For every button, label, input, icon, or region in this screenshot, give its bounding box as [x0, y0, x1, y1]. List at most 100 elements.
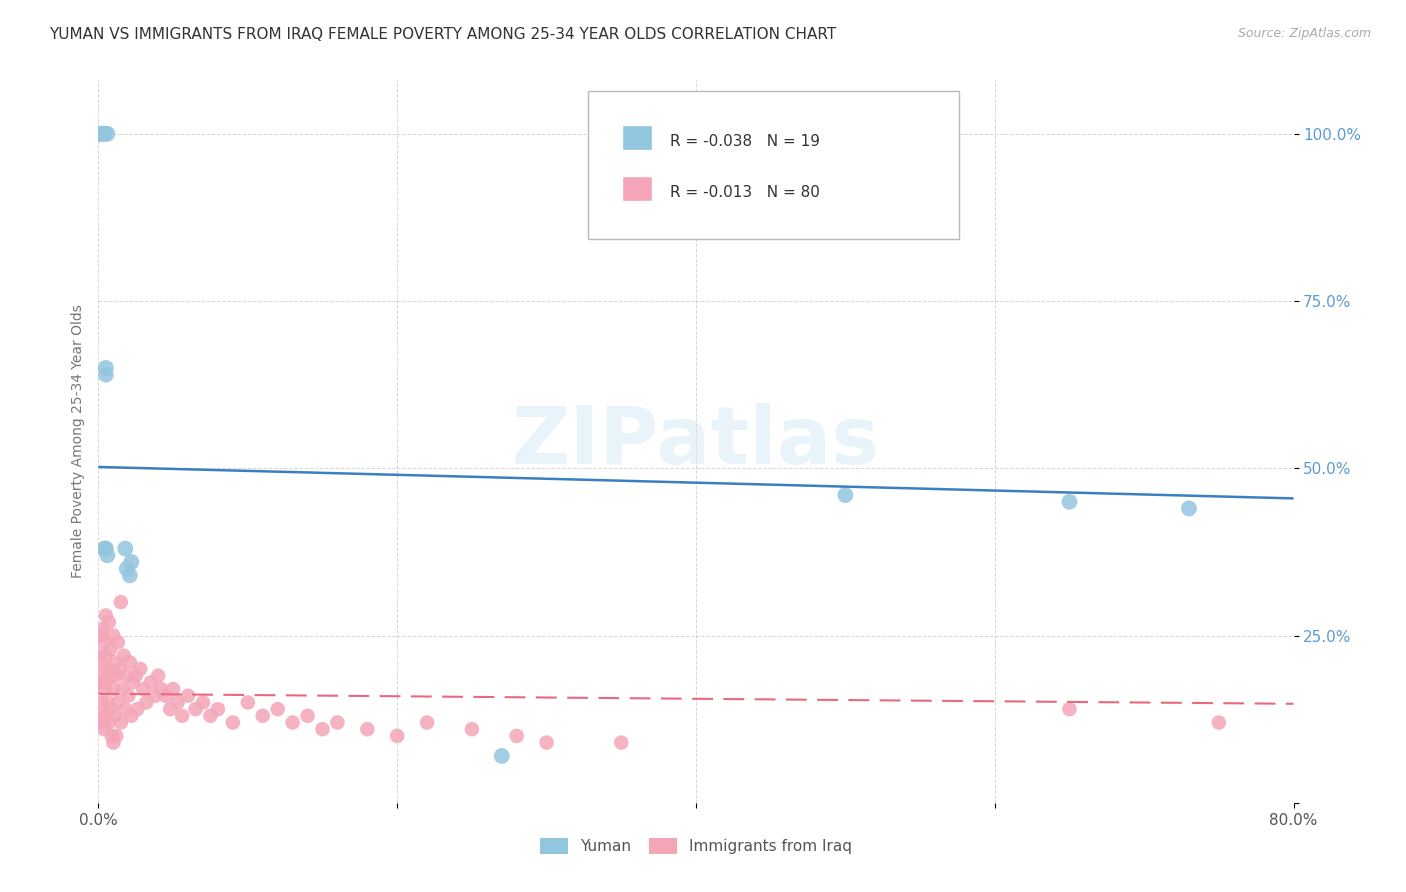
Point [98, 642, 122, 657]
Text: Source: ZipAtlas.com: Source: ZipAtlas.com [1237, 27, 1371, 40]
Point [326, 715, 349, 730]
Point [105, 729, 128, 743]
Text: ZIPatlas: ZIPatlas [512, 402, 880, 481]
Point [281, 715, 304, 730]
Point [115, 669, 138, 683]
Point [191, 696, 214, 710]
Point [118, 655, 141, 669]
Point [94, 361, 117, 376]
Point [98, 702, 122, 716]
Text: R = -0.013   N = 80: R = -0.013 N = 80 [669, 185, 820, 200]
Point [103, 735, 125, 749]
Point [120, 555, 142, 569]
Point [125, 669, 148, 683]
Point [91, 715, 114, 730]
Point [267, 702, 290, 716]
Point [127, 702, 149, 716]
Point [1059, 702, 1081, 716]
Point [89, 127, 111, 141]
Point [94, 368, 117, 382]
Point [491, 749, 513, 764]
Point [172, 708, 194, 723]
Point [89, 708, 111, 723]
Point [1059, 494, 1081, 508]
Point [132, 681, 155, 696]
Point [834, 488, 856, 502]
Point [252, 708, 274, 723]
Point [110, 595, 132, 609]
Point [93, 127, 115, 141]
Point [150, 681, 173, 696]
Point [93, 723, 115, 737]
Point [111, 681, 134, 696]
Point [94, 708, 117, 723]
Point [356, 723, 378, 737]
Point [200, 708, 222, 723]
Point [139, 675, 162, 690]
Point [155, 689, 177, 703]
Point [1208, 715, 1230, 730]
Bar [621, 176, 652, 201]
Point [101, 729, 124, 743]
Point [91, 622, 114, 636]
Point [148, 669, 170, 683]
Point [118, 568, 141, 582]
Point [222, 715, 245, 730]
Bar [621, 125, 652, 151]
Point [104, 655, 127, 669]
Point [93, 635, 115, 649]
Point [94, 675, 117, 690]
Point [177, 689, 200, 703]
Point [94, 608, 117, 623]
Point [610, 735, 633, 749]
Point [416, 715, 439, 730]
Point [162, 681, 184, 696]
Point [104, 708, 127, 723]
Point [159, 702, 181, 716]
Point [385, 729, 409, 743]
Point [94, 541, 117, 556]
Point [135, 696, 157, 710]
Y-axis label: Female Poverty Among 25-34 Year Olds: Female Poverty Among 25-34 Year Olds [70, 304, 84, 579]
Point [311, 723, 333, 737]
Point [91, 675, 114, 690]
Point [117, 689, 139, 703]
Point [90, 628, 112, 642]
Point [1178, 501, 1201, 516]
Text: YUMAN VS IMMIGRANTS FROM IRAQ FEMALE POVERTY AMONG 25-34 YEAR OLDS CORRELATION C: YUMAN VS IMMIGRANTS FROM IRAQ FEMALE POV… [49, 27, 837, 42]
Point [236, 696, 259, 710]
Point [101, 669, 124, 683]
Point [90, 696, 112, 710]
Point [97, 715, 120, 730]
Point [96, 127, 118, 141]
Point [93, 541, 115, 556]
Point [506, 729, 529, 743]
Point [297, 708, 319, 723]
Point [97, 615, 120, 630]
Point [129, 662, 152, 676]
Point [112, 648, 135, 663]
Point [103, 628, 125, 642]
Point [96, 662, 118, 676]
Point [96, 548, 118, 563]
Point [184, 702, 207, 716]
Point [93, 681, 115, 696]
Point [166, 696, 188, 710]
Point [536, 735, 558, 749]
Point [90, 127, 112, 141]
Point [89, 127, 111, 141]
Point [461, 723, 484, 737]
Point [107, 635, 129, 649]
Legend: Yuman, Immigrants from Iraq: Yuman, Immigrants from Iraq [534, 832, 858, 860]
Point [94, 648, 117, 663]
Point [91, 127, 114, 141]
Point [114, 702, 136, 716]
Point [115, 562, 138, 576]
Text: R = -0.038   N = 19: R = -0.038 N = 19 [669, 134, 820, 149]
Point [143, 689, 166, 703]
Point [96, 696, 118, 710]
Point [120, 708, 142, 723]
Point [114, 541, 136, 556]
Point [107, 696, 129, 710]
Point [207, 702, 229, 716]
